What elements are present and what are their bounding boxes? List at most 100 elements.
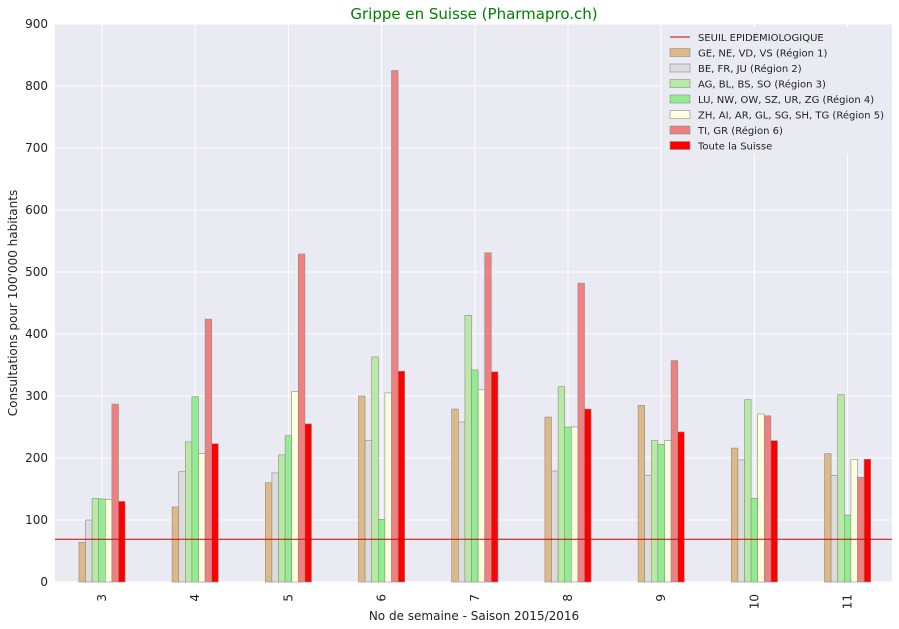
bar [570, 426, 579, 583]
legend-label: ZH, AI, AR, GL, SG, SH, TG (Région 5) [698, 110, 884, 122]
bar [763, 415, 772, 583]
bar [198, 453, 206, 583]
x-tick-label: 9 [654, 594, 668, 602]
y-tick-label: 0 [40, 575, 48, 589]
legend-entry: SEUIL EPIDEMIOLOGIQUE [670, 33, 824, 44]
legend-swatch [669, 125, 691, 135]
bar [730, 447, 739, 583]
legend-label: SEUIL EPIDEMIOLOGIQUE [698, 33, 824, 44]
bar [118, 501, 126, 583]
bar [284, 435, 293, 583]
bar [397, 370, 406, 583]
legend-label: AG, BL, BS, SO (Région 3) [698, 79, 826, 91]
bar [564, 426, 572, 583]
bar [111, 403, 119, 583]
bar [358, 395, 366, 583]
legend-swatch [669, 141, 691, 150]
bar [490, 371, 499, 583]
bar [837, 394, 845, 583]
bar [477, 389, 486, 583]
legend-entry: GE, NE, VD, VS (Région 1) [669, 48, 828, 60]
bar [850, 458, 858, 583]
legend-swatch [669, 110, 691, 119]
bar [744, 399, 752, 583]
legend-entry: BE, FR, JU (Région 2) [669, 63, 802, 75]
bar [650, 440, 659, 583]
bar [211, 443, 219, 583]
legend-label: TI, GR (Région 6) [697, 125, 783, 137]
legend-label: GE, NE, VD, VS (Région 1) [698, 48, 828, 60]
x-tick-label: 3 [95, 594, 109, 602]
bar [544, 416, 552, 583]
bar [843, 514, 852, 583]
bar [457, 421, 466, 583]
legend-swatch [669, 63, 691, 73]
y-tick-label: 400 [25, 327, 48, 341]
x-tick-label: 4 [188, 594, 202, 602]
bar [824, 453, 832, 583]
x-tick-label: 6 [375, 594, 389, 602]
bar [670, 360, 678, 583]
bar [105, 499, 113, 583]
x-tick-label: 5 [281, 594, 295, 602]
legend-label: Toute la Suisse [697, 142, 772, 153]
x-tick-label: 11 [841, 594, 855, 609]
y-axis-label: Consultations pour 100'000 habitants [6, 190, 20, 416]
bar [584, 408, 592, 583]
bar [278, 454, 286, 583]
bar [664, 440, 672, 583]
bar [464, 315, 472, 583]
bar [857, 476, 865, 583]
legend-label: BE, FR, JU (Région 2) [698, 63, 802, 75]
legend-entry: Toute la Suisse [669, 141, 772, 153]
y-tick-label: 300 [25, 389, 48, 403]
y-tick-label: 100 [25, 513, 48, 527]
bar [557, 386, 565, 583]
bar [371, 356, 379, 583]
legend-label: LU, NW, OW, SZ, UR, ZG (Région 4) [698, 94, 874, 106]
bar [637, 404, 645, 583]
bar [770, 440, 778, 583]
bar [78, 542, 86, 583]
bar [171, 506, 180, 583]
x-axis-ticks: 3 4 5 6 7 8 9 10 11 [95, 594, 855, 609]
bar [830, 475, 838, 583]
bar [384, 392, 392, 583]
bar [377, 519, 386, 583]
y-tick-label: 600 [25, 203, 48, 217]
bar [85, 519, 93, 583]
bar [364, 440, 373, 583]
bar [271, 472, 279, 583]
bar [863, 458, 871, 583]
bar [644, 475, 652, 583]
x-tick-label: 10 [747, 594, 761, 609]
bar [264, 482, 273, 583]
bar [757, 413, 765, 583]
x-tick-label: 8 [561, 594, 575, 602]
bar [657, 444, 665, 583]
legend-swatch [669, 79, 691, 88]
bar [737, 459, 745, 583]
y-tick-label: 800 [25, 79, 48, 93]
legend-entry: AG, BL, BS, SO (Région 3) [669, 79, 826, 91]
y-tick-label: 700 [25, 141, 48, 155]
bar [391, 70, 399, 583]
bar [191, 396, 199, 583]
bar [204, 318, 213, 583]
x-tick-label: 7 [468, 594, 482, 602]
x-axis-label: No de semaine - Saison 2015/2016 [369, 609, 579, 623]
legend-entry: LU, NW, OW, SZ, UR, ZG (Région 4) [669, 94, 874, 106]
chart-title: Grippe en Suisse (Pharmapro.ch) [350, 5, 597, 23]
bar [451, 408, 459, 583]
bar [677, 431, 685, 583]
y-axis-ticks: 0 100 200 300 400 500 600 700 800 900 [25, 17, 48, 589]
legend: SEUIL EPIDEMIOLOGIQUE GE, NE, VD, VS (Rég… [662, 28, 890, 154]
legend-box [662, 28, 890, 154]
legend-swatch [669, 48, 691, 57]
legend-entry: TI, GR (Région 6) [669, 125, 783, 137]
bar [471, 369, 479, 583]
bar [91, 497, 99, 583]
bar [291, 391, 299, 583]
bar [185, 441, 193, 583]
